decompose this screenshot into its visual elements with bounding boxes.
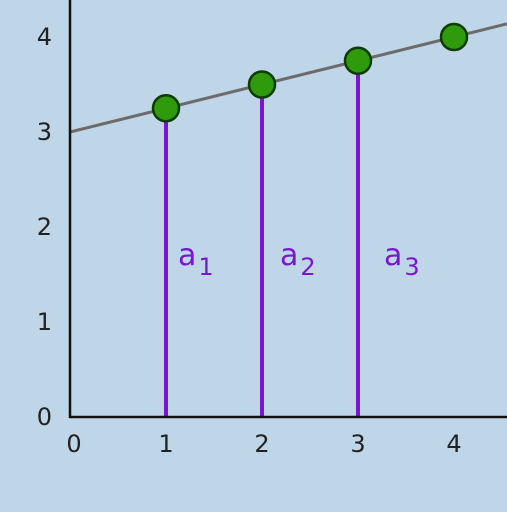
data-point-4 bbox=[439, 22, 469, 52]
trend-line bbox=[69, 22, 507, 134]
x-tick-label-0: 0 bbox=[66, 430, 81, 458]
x-tick-label-3: 3 bbox=[350, 430, 365, 458]
y-tick-label-2: 2 bbox=[37, 213, 52, 241]
y-tick-label-4: 4 bbox=[37, 23, 52, 51]
segment-label-a1: a1 bbox=[178, 238, 214, 281]
y-tick-label-3: 3 bbox=[37, 118, 52, 146]
x-tick-label-4: 4 bbox=[446, 430, 461, 458]
x-tick-label-2: 2 bbox=[254, 430, 269, 458]
data-point-1 bbox=[151, 94, 181, 123]
segment-label-a3: a3 bbox=[384, 238, 420, 281]
segment-label-a2: a2 bbox=[280, 238, 316, 281]
data-point-2 bbox=[247, 70, 277, 99]
segments-group: a1 a2 a3 bbox=[164, 60, 420, 417]
y-tick-labels: 0 1 2 3 4 bbox=[37, 23, 52, 431]
axes-group bbox=[68, 0, 507, 419]
data-point-3 bbox=[343, 46, 373, 75]
x-tick-label-1: 1 bbox=[158, 430, 173, 458]
x-tick-labels: 0 1 2 3 4 bbox=[66, 430, 461, 458]
y-tick-label-0: 0 bbox=[37, 403, 52, 431]
points-group bbox=[151, 22, 469, 123]
y-tick-label-1: 1 bbox=[37, 308, 52, 336]
trend-line-group bbox=[69, 22, 507, 134]
